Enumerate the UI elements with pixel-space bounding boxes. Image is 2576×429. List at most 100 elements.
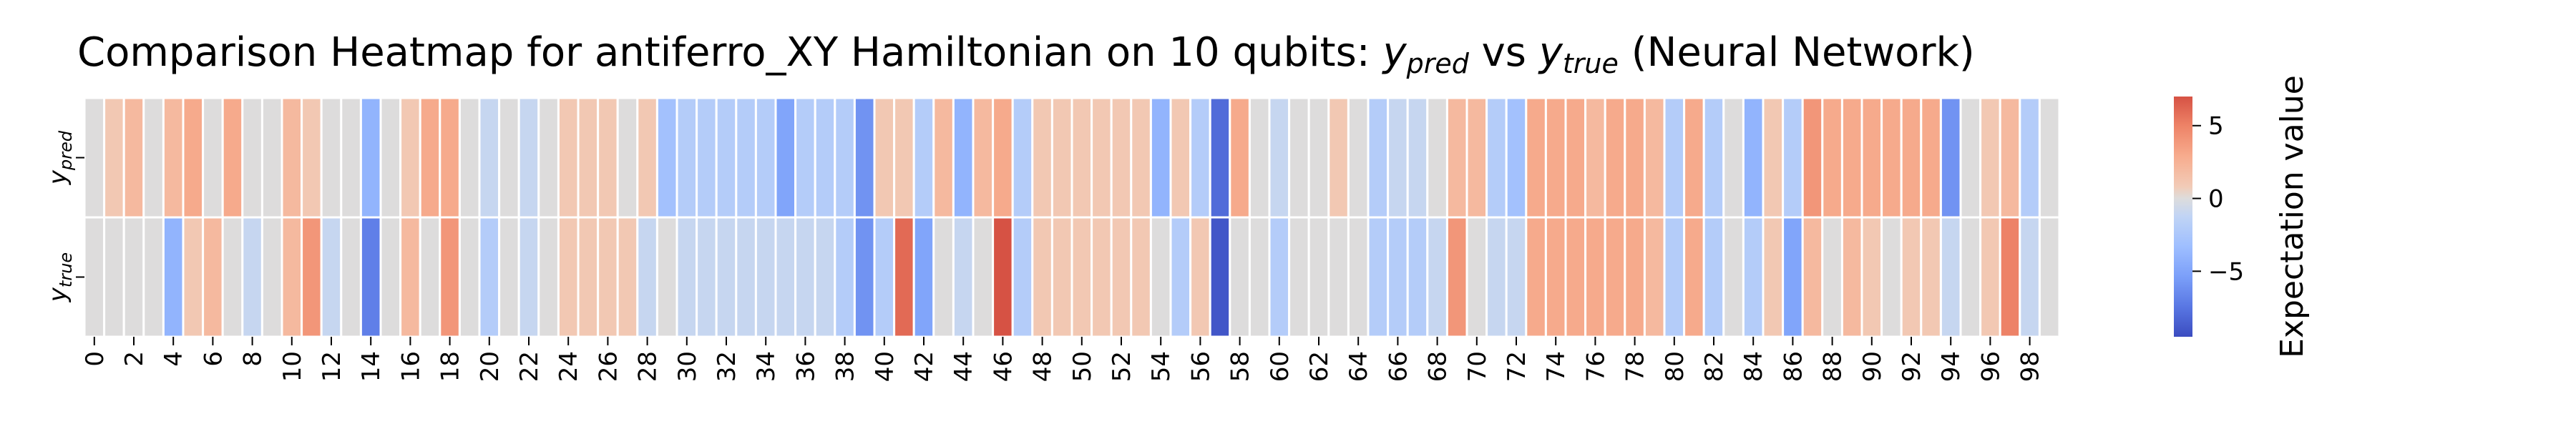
heatmap-cell — [774, 97, 797, 219]
heatmap-cell — [735, 216, 757, 338]
heatmap-cell — [1248, 97, 1271, 219]
x-tick-label: 12 — [318, 351, 346, 382]
heatmap-cell — [636, 97, 658, 219]
heatmap-cell — [1209, 216, 1231, 338]
heatmap-cell — [498, 97, 520, 219]
heatmap-cell — [1663, 97, 1686, 219]
heatmap-cell — [340, 216, 362, 338]
x-tick-label: 64 — [1345, 351, 1373, 382]
heatmap-cell — [260, 97, 283, 219]
heatmap-cell — [1031, 97, 1053, 219]
x-tick-label: 26 — [594, 351, 623, 382]
heatmap-cell — [1821, 216, 1843, 338]
heatmap-cell — [1406, 97, 1429, 219]
heatmap-cell — [1169, 216, 1192, 338]
x-tick-label: 40 — [871, 351, 899, 382]
heatmap-cell — [1327, 216, 1350, 338]
heatmap-cell — [458, 97, 481, 219]
heatmap-cell — [1189, 216, 1211, 338]
heatmap-cell — [932, 216, 955, 338]
heatmap-cell — [301, 216, 323, 338]
heatmap-cell — [1860, 216, 1883, 338]
heatmap-cell — [1130, 97, 1152, 219]
heatmap-cell — [379, 216, 402, 338]
title-part: y — [1538, 29, 1563, 76]
heatmap-cell — [2038, 97, 2061, 219]
heatmap-cell — [399, 97, 421, 219]
heatmap-cell — [359, 97, 382, 219]
colorbar-tick-label: 0 — [2208, 185, 2224, 214]
heatmap-cell — [1169, 97, 1192, 219]
heatmap-cell — [2019, 216, 2041, 338]
heatmap-cell — [1050, 216, 1073, 338]
colorbar-tick-label: −5 — [2208, 257, 2244, 286]
x-tick-label: 4 — [160, 351, 188, 367]
heatmap-cell — [202, 97, 224, 219]
heatmap-cell — [1130, 216, 1152, 338]
colorbar-ticks: 5 0 −5 — [2192, 112, 2244, 286]
heatmap-cell — [1465, 216, 1488, 338]
x-tick-label: 46 — [989, 351, 1018, 382]
heatmap-cell — [340, 97, 362, 219]
title-part: Comparison Heatmap for antiferro_XY Hami… — [77, 29, 1382, 76]
heatmap-cell — [557, 97, 580, 219]
x-axis-ticks: 0 2 4 6 8 10 12 14 16 18 20 22 24 26 28 30 32 34 36 38 40 42 4… — [81, 337, 2045, 382]
x-tick-label: 70 — [1463, 351, 1492, 382]
heatmap-cell — [1031, 216, 1053, 338]
colorbar-gradient — [2174, 97, 2192, 337]
heatmap-cell — [320, 216, 343, 338]
heatmap-cell — [1959, 216, 1982, 338]
colorbar-tick-label: 5 — [2208, 112, 2224, 141]
x-tick-label: 32 — [713, 351, 741, 382]
heatmap-cell — [517, 97, 540, 219]
heatmap-cell — [675, 216, 698, 338]
heatmap-cell — [1050, 97, 1073, 219]
heatmap-cell — [1091, 97, 1113, 219]
heatmap-cell — [932, 97, 955, 219]
heatmap-cell — [774, 216, 797, 338]
heatmap-cell — [359, 216, 382, 338]
heatmap-cell — [1011, 216, 1034, 338]
colorbar-label: Expectation value — [2274, 75, 2311, 358]
heatmap-cell — [1070, 216, 1093, 338]
heatmap-cell — [696, 216, 718, 338]
heatmap-cell — [1406, 216, 1429, 338]
heatmap-cell — [2019, 97, 2041, 219]
heatmap-cell — [655, 97, 678, 219]
heatmap-cell — [1367, 216, 1390, 338]
heatmap-cell — [280, 216, 303, 338]
heatmap-cell — [1505, 97, 1528, 219]
heatmap-cell — [2038, 216, 2061, 338]
heatmap-cell — [162, 97, 185, 219]
heatmap-cell — [952, 216, 975, 338]
x-tick-label: 10 — [278, 351, 307, 382]
heatmap-cell — [1801, 97, 1824, 219]
heatmap-cell — [1999, 216, 2021, 338]
heatmap-cell — [537, 216, 560, 338]
title-part: vs — [1469, 29, 1539, 76]
heatmap-cell — [1604, 97, 1626, 219]
heatmap-cell — [1782, 97, 1804, 219]
x-tick-label: 68 — [1424, 351, 1453, 382]
heatmap-cell — [616, 216, 639, 338]
heatmap-cell — [834, 97, 856, 219]
heatmap-cell — [1525, 97, 1547, 219]
heatmap-cell — [972, 216, 995, 338]
heatmap-cell — [992, 216, 1014, 338]
heatmap-cell — [1544, 216, 1567, 338]
heatmap-cell — [1189, 97, 1211, 219]
heatmap-cell — [1624, 97, 1646, 219]
heatmap-cell — [439, 97, 461, 219]
heatmap-cell — [992, 97, 1014, 219]
heatmap-cell — [1663, 216, 1686, 338]
x-tick-label: 92 — [1898, 351, 1926, 382]
heatmap-cell — [83, 97, 106, 219]
heatmap-cell — [893, 97, 915, 219]
heatmap-cell — [1742, 97, 1765, 219]
heatmap-cell — [1643, 97, 1666, 219]
x-tick-label: 88 — [1819, 351, 1848, 382]
heatmap-cell — [1840, 216, 1863, 338]
heatmap-cell — [814, 97, 836, 219]
x-tick-label: 42 — [910, 351, 939, 382]
